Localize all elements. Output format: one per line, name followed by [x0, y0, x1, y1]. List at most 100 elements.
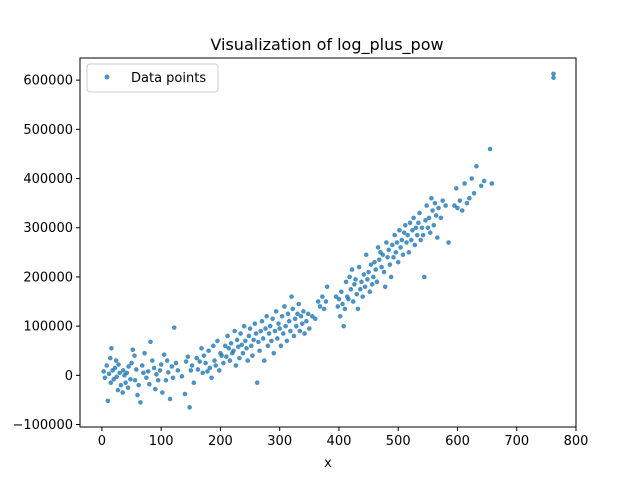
data-point: [116, 362, 121, 367]
data-point: [346, 296, 351, 302]
data-point: [350, 299, 356, 304]
data-point: [285, 311, 291, 317]
data-point: [424, 203, 429, 208]
data-point: [200, 370, 205, 376]
data-point: [126, 364, 131, 369]
data-point: [362, 284, 368, 290]
data-point: [125, 385, 131, 390]
data-point: [113, 358, 119, 363]
data-point: [304, 318, 309, 324]
data-point: [401, 230, 407, 235]
data-point: [260, 336, 266, 341]
y-tick-label: −100000: [12, 418, 73, 433]
data-point: [235, 344, 241, 350]
data-point: [232, 328, 237, 334]
data-point: [429, 195, 434, 201]
data-point: [275, 336, 280, 341]
data-point: [324, 284, 330, 290]
data-point: [395, 259, 401, 265]
data-point: [336, 296, 342, 302]
data-point: [425, 225, 431, 231]
data-point: [385, 254, 390, 260]
data-point: [120, 368, 126, 373]
data-point: [286, 318, 292, 324]
data-point: [265, 343, 271, 349]
data-point: [284, 338, 290, 344]
data-point: [182, 391, 188, 397]
data-point: [471, 191, 477, 196]
data-point: [150, 358, 155, 363]
data-point: [194, 355, 200, 361]
data-point: [259, 318, 265, 324]
data-point: [312, 316, 318, 322]
data-point: [109, 345, 114, 351]
data-point: [252, 321, 258, 326]
data-point: [349, 267, 355, 272]
data-point: [114, 374, 120, 380]
legend: Data points: [86, 63, 219, 93]
data-point: [161, 352, 167, 357]
data-point: [301, 309, 306, 314]
data-point: [419, 225, 425, 231]
x-ticks: 0 100 200 300 400 500 600 700 800: [98, 427, 588, 449]
data-point: [418, 237, 424, 243]
data-point: [228, 341, 234, 346]
data-point: [266, 331, 272, 336]
y-tick-label: 0: [65, 369, 73, 384]
data-point: [423, 218, 428, 223]
data-point: [195, 367, 201, 372]
data-point: [394, 240, 400, 245]
data-point: [158, 362, 164, 367]
data-point: [222, 343, 228, 349]
data-point: [130, 347, 136, 353]
data-point: [359, 279, 364, 285]
data-point: [154, 372, 159, 377]
data-point: [155, 377, 161, 383]
data-point: [374, 279, 380, 285]
data-point: [433, 213, 439, 218]
data-point: [238, 331, 243, 336]
legend-marker: [104, 74, 110, 80]
data-point: [277, 326, 283, 331]
data-point: [215, 338, 220, 344]
data-point: [305, 311, 311, 317]
data-point: [101, 369, 106, 374]
data-point: [138, 400, 143, 405]
data-point: [289, 294, 294, 299]
y-tick-label: 300000: [23, 221, 73, 236]
x-tick-label: 600: [445, 434, 470, 449]
data-point: [440, 198, 445, 203]
x-tick-label: 100: [149, 434, 174, 449]
data-point: [431, 222, 437, 228]
data-point: [427, 230, 433, 235]
data-point: [123, 380, 128, 386]
data-point: [135, 392, 140, 398]
data-point: [405, 232, 411, 238]
data-point: [175, 368, 181, 373]
data-point: [481, 178, 487, 184]
data-point: [262, 358, 267, 363]
data-point: [317, 304, 323, 309]
x-tick-label: 0: [98, 434, 106, 449]
data-point: [347, 274, 352, 280]
data-point: [435, 235, 440, 240]
data-point: [231, 348, 236, 354]
data-point: [551, 75, 556, 80]
y-tick-label: 600000: [23, 74, 73, 89]
data-point: [337, 314, 343, 319]
data-point: [355, 306, 361, 312]
data-point: [397, 227, 402, 233]
data-point: [367, 289, 373, 295]
y-tick-label: 500000: [23, 123, 73, 138]
data-point: [164, 358, 170, 363]
data-point: [227, 358, 233, 363]
data-point: [203, 360, 208, 366]
data-point: [422, 274, 427, 280]
data-point: [373, 267, 379, 272]
chart-title: Visualization of log_plus_pow: [210, 35, 443, 55]
data-point: [245, 358, 250, 363]
data-point: [106, 371, 112, 377]
data-point: [406, 250, 412, 255]
data-point: [354, 291, 360, 297]
